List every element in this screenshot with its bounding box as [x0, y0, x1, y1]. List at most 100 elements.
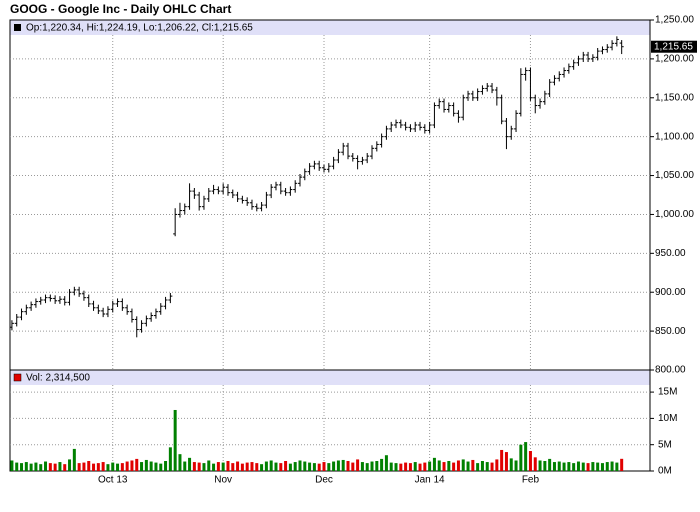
volume-bar	[106, 464, 110, 471]
volume-bar	[509, 458, 513, 471]
volume-bar	[53, 463, 57, 471]
volume-bar	[404, 462, 408, 471]
price-icon	[14, 24, 21, 31]
volume-bar	[452, 462, 456, 471]
volume-bar	[399, 463, 403, 471]
volume-bar	[154, 462, 158, 471]
volume-bar	[370, 461, 374, 471]
volume-bar	[485, 462, 489, 471]
volume-icon	[13, 373, 22, 382]
volume-bar	[260, 464, 264, 471]
volume-bar	[480, 461, 484, 471]
last-price-label: 1,215.65	[654, 41, 693, 52]
volume-bar	[557, 461, 561, 471]
volume-bar	[610, 461, 614, 471]
volume-bar	[269, 460, 273, 471]
volume-bar	[336, 460, 340, 471]
volume-bar	[552, 462, 556, 471]
v-tick-label: 0M	[658, 466, 672, 477]
volume-bar	[567, 462, 571, 471]
volume-bar	[380, 458, 384, 471]
volume-bar	[207, 460, 211, 471]
volume-bar	[236, 461, 240, 471]
volume-bar	[159, 463, 163, 471]
volume-bar	[365, 463, 369, 471]
volume-bar	[596, 462, 600, 471]
volume-bar	[408, 463, 412, 471]
volume-bar	[87, 461, 91, 471]
y-tick-label: 1,250.00	[655, 15, 694, 26]
volume-bar	[250, 462, 254, 471]
volume-bar	[519, 444, 523, 471]
volume-bar	[605, 462, 609, 471]
volume-bar	[572, 463, 576, 471]
volume-bar	[437, 460, 441, 471]
v-tick-label: 5M	[658, 439, 672, 450]
volume-bar	[327, 463, 331, 471]
volume-bar	[428, 461, 432, 471]
volume-bar	[471, 459, 475, 471]
y-tick-label: 1,150.00	[655, 92, 694, 103]
volume-bar	[490, 462, 494, 471]
volume-bar	[346, 461, 350, 471]
volume-bar	[312, 463, 316, 471]
volume-bar	[456, 460, 460, 471]
volume-bar	[274, 462, 278, 471]
chart-title: GOOG - Google Inc - Daily OHLC Chart	[10, 2, 231, 16]
y-tick-label: 850.00	[655, 326, 686, 337]
volume-bar	[58, 462, 62, 471]
y-tick-label: 950.00	[655, 248, 686, 259]
volume-bar	[92, 463, 96, 471]
volume-bar	[581, 462, 585, 471]
y-tick-label: 1,100.00	[655, 131, 694, 142]
volume-bar	[226, 461, 230, 471]
volume-bar	[72, 448, 76, 471]
volume-bar	[284, 461, 288, 471]
last-price-box	[651, 40, 697, 53]
volume-bar	[303, 461, 307, 471]
volume-bar	[500, 449, 504, 471]
volume-header-band	[10, 370, 650, 385]
y-tick-label: 1,000.00	[655, 209, 694, 220]
volume-bar	[533, 457, 537, 471]
volume-bar	[476, 463, 480, 471]
volume-bar	[528, 451, 532, 471]
volume-bar	[240, 463, 244, 471]
volume-bar	[341, 459, 345, 471]
volume-bar	[82, 462, 86, 471]
volume-bar	[466, 461, 470, 471]
volume-bar	[125, 461, 129, 471]
x-tick-label: Feb	[522, 475, 540, 486]
volume-bar	[322, 462, 326, 471]
volume-bar	[413, 462, 417, 471]
volume-bar	[10, 460, 14, 471]
volume-bar	[360, 462, 364, 471]
volume-bar	[135, 458, 139, 471]
volume-bar	[538, 460, 542, 471]
volume-bar	[600, 463, 604, 471]
volume-bar	[576, 461, 580, 471]
volume-frame	[9, 369, 651, 472]
x-tick-label: Jan 14	[415, 475, 445, 486]
volume-bar	[216, 462, 220, 471]
volume-bar	[20, 463, 24, 471]
volume-bar	[120, 463, 124, 471]
volume-bar	[116, 463, 120, 471]
volume-bar	[178, 454, 182, 471]
volume-bar	[68, 459, 72, 471]
volume-bar	[447, 461, 451, 471]
volume-bar	[202, 463, 206, 471]
price-header-band	[10, 20, 650, 35]
volume-bar	[144, 459, 148, 471]
y-tick-label: 1,050.00	[655, 170, 694, 181]
volume-bar	[356, 459, 360, 471]
volume-bar	[279, 463, 283, 471]
volume-bar	[212, 463, 216, 471]
volume-bar	[164, 461, 168, 471]
volume-bar	[548, 458, 552, 471]
volume-bar	[591, 462, 595, 471]
volume-bar	[188, 457, 192, 471]
volume-bar	[231, 463, 235, 471]
volume-bar	[620, 458, 624, 471]
